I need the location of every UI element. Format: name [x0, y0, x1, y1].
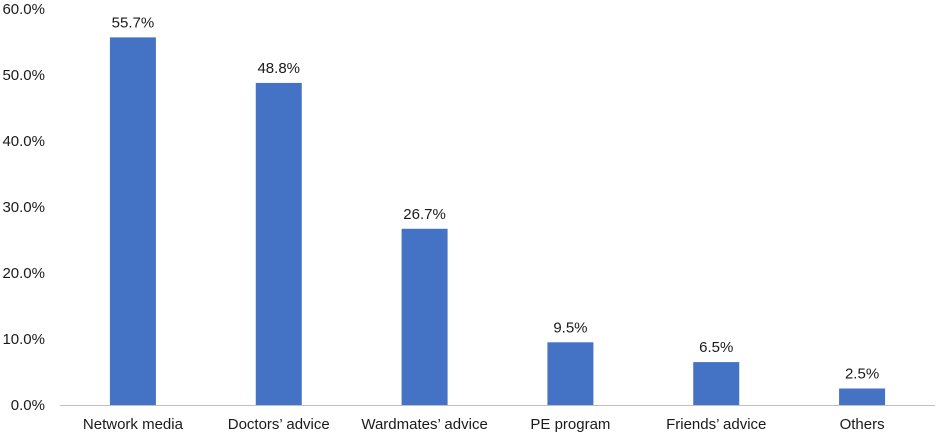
x-category-label: Wardmates’ advice — [361, 416, 487, 433]
bar — [839, 388, 886, 405]
y-tick-label: 10.0% — [2, 331, 45, 348]
y-tick-label: 40.0% — [2, 133, 45, 150]
bar — [109, 37, 156, 405]
data-label: 2.5% — [845, 366, 879, 383]
data-label: 9.5% — [553, 319, 587, 336]
y-tick-label: 20.0% — [2, 265, 45, 282]
x-axis-category-labels: Network media Doctors’ advice Wardmates’ a… — [83, 416, 885, 433]
y-tick-label: 60.0% — [2, 1, 45, 18]
data-label: 55.7% — [112, 14, 155, 31]
y-tick-label: 50.0% — [2, 67, 45, 84]
x-category-label: Doctors’ advice — [228, 416, 330, 433]
x-category-label: Friends’ advice — [666, 416, 766, 433]
bar — [401, 228, 448, 405]
data-label: 48.8% — [257, 60, 300, 77]
bars — [109, 37, 886, 406]
data-label: 6.5% — [699, 339, 733, 356]
bar — [693, 362, 740, 405]
x-category-label: PE program — [530, 416, 610, 433]
y-tick-label: 30.0% — [2, 199, 45, 216]
bar — [547, 342, 594, 405]
bar — [255, 82, 302, 406]
x-category-label: Others — [840, 416, 885, 433]
data-labels: 55.7% 48.8% 26.7% 9.5% 6.5% 2.5% — [112, 14, 880, 382]
data-label: 26.7% — [403, 206, 446, 223]
x-category-label: Network media — [83, 416, 184, 433]
y-tick-label: 0.0% — [11, 397, 45, 414]
y-axis-ticks: 0.0% 10.0% 20.0% 30.0% 40.0% 50.0% 60.0% — [2, 1, 45, 414]
